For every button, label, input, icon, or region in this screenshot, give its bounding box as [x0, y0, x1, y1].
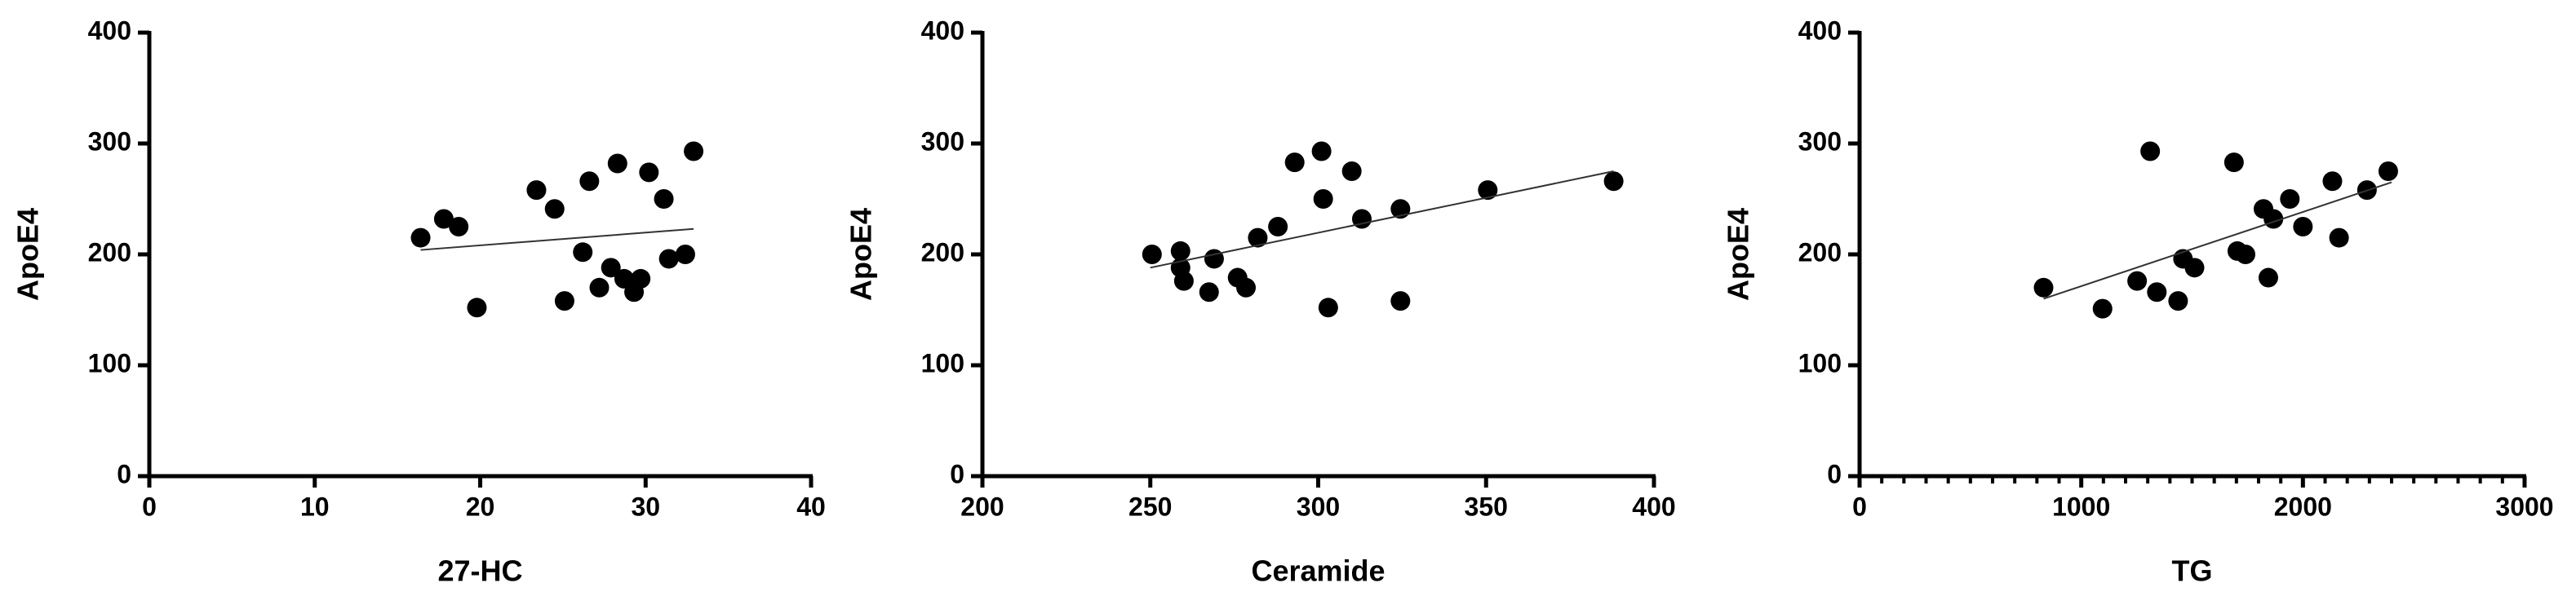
y-tick-label: 400	[88, 15, 131, 45]
point	[433, 209, 454, 229]
point	[2280, 189, 2300, 209]
x-tick-label: 0	[142, 492, 157, 521]
point	[639, 162, 659, 183]
point	[601, 258, 621, 278]
point	[1390, 291, 1411, 311]
y-tick-label: 400	[921, 15, 964, 45]
y-tick-label: 100	[88, 348, 131, 377]
point	[607, 153, 627, 174]
y-tick-label: 200	[1798, 237, 1842, 267]
x-tick-label: 200	[960, 492, 1004, 521]
point	[614, 268, 634, 289]
fit-line	[2043, 181, 2392, 300]
x-tick-label: 3000	[2495, 492, 2553, 521]
y-tick-label: 200	[88, 237, 131, 267]
x-tick-label: 40	[796, 492, 826, 521]
x-tick-label: 250	[1128, 492, 1172, 521]
point	[1351, 209, 1372, 229]
point	[2184, 258, 2205, 278]
point	[654, 189, 674, 209]
point	[631, 268, 651, 289]
y-axis-title: ApoE4	[11, 208, 45, 301]
point	[2329, 227, 2349, 248]
x-tick-label: 20	[466, 492, 495, 521]
x-axis-title: 27-HC	[437, 554, 522, 588]
point	[1236, 277, 1257, 298]
point	[1248, 227, 1268, 248]
point	[1284, 152, 1305, 173]
point	[1311, 141, 1332, 161]
x-tick-label: 350	[1465, 492, 1508, 521]
point	[2235, 245, 2255, 264]
y-axis-title: ApoE4	[845, 208, 878, 301]
x-tick-label: 2000	[2274, 492, 2332, 521]
point	[1341, 161, 1362, 181]
y-tick-label: 300	[1798, 126, 1842, 156]
point	[2258, 267, 2278, 288]
y-tick-label: 200	[921, 237, 964, 267]
point	[2140, 141, 2161, 161]
point	[579, 171, 600, 192]
point	[1318, 298, 1338, 318]
point	[2293, 217, 2313, 236]
point	[410, 227, 431, 248]
fit-line	[1150, 170, 1614, 269]
point	[675, 245, 695, 264]
fit-line	[420, 227, 694, 251]
point	[589, 277, 610, 298]
x-tick-label: 0	[1852, 492, 1867, 521]
y-axis-title: ApoE4	[1722, 208, 1755, 301]
point	[526, 180, 547, 201]
y-tick-label: 300	[88, 126, 131, 156]
point	[2033, 277, 2054, 298]
point	[554, 291, 574, 311]
point	[2147, 282, 2167, 302]
point	[2224, 152, 2244, 173]
x-tick-label: 30	[631, 492, 660, 521]
point	[2322, 171, 2343, 192]
x-axis-title: Ceramide	[1251, 554, 1385, 588]
point	[684, 141, 704, 161]
y-tick-label: 0	[950, 459, 964, 488]
x-tick-label: 300	[1297, 492, 1340, 521]
point	[1142, 245, 1162, 264]
point	[2127, 271, 2148, 291]
y-tick-label: 100	[921, 348, 964, 377]
point	[544, 199, 565, 219]
point	[1204, 249, 1224, 269]
point	[467, 298, 487, 318]
y-tick-label: 400	[1798, 15, 1842, 45]
point	[1199, 282, 1219, 302]
point	[2168, 291, 2188, 311]
point	[2378, 161, 2398, 181]
x-tick-label: 10	[300, 492, 330, 521]
point	[573, 242, 593, 263]
point	[658, 249, 679, 269]
y-tick-label: 100	[1798, 348, 1842, 377]
point	[1268, 217, 1288, 236]
point	[1313, 189, 1333, 209]
x-tick-label: 1000	[2052, 492, 2110, 521]
point	[2092, 298, 2113, 319]
point	[1478, 180, 1498, 201]
x-tick-label: 400	[1632, 492, 1675, 521]
point	[1603, 171, 1624, 192]
point	[1173, 271, 1194, 291]
x-axis-title: TG	[2172, 554, 2213, 588]
point	[449, 217, 469, 236]
y-tick-label: 0	[1827, 459, 1842, 488]
y-tick-label: 300	[921, 126, 964, 156]
y-tick-label: 0	[117, 459, 131, 488]
point	[1170, 241, 1190, 261]
